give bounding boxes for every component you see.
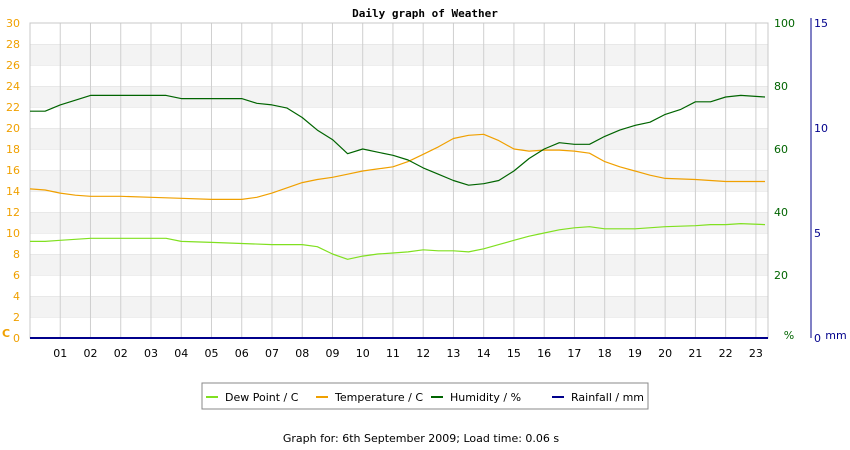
x-tick-label: 23 — [749, 347, 763, 360]
chart-title: Daily graph of Weather — [352, 7, 498, 20]
humidity-line — [30, 94, 766, 186]
left-tick-label: 26 — [6, 59, 20, 72]
left-tick-label: 12 — [6, 206, 20, 219]
grid-band — [30, 317, 768, 338]
x-tick-label: 08 — [295, 347, 309, 360]
x-tick-label: 21 — [688, 347, 702, 360]
rain-axis-ticks: 0 5 10 15 — [814, 17, 828, 345]
left-axis-unit: C — [2, 327, 10, 340]
humidity-tick-label: 80 — [774, 80, 788, 93]
left-tick-label: 22 — [6, 101, 20, 114]
left-tick-label: 18 — [6, 143, 20, 156]
humidity-axis-ticks: 20 40 60 80 100 — [774, 17, 795, 282]
x-tick-label: 04 — [174, 347, 188, 360]
rain-tick-label: 5 — [814, 227, 821, 240]
left-tick-label: 4 — [13, 290, 20, 303]
legend-label: Temperature / C — [334, 391, 423, 404]
x-tick-label: 11 — [386, 347, 400, 360]
grid-band — [30, 107, 768, 128]
rain-tick-label: 10 — [814, 122, 828, 135]
x-tick-label: 12 — [416, 347, 430, 360]
x-tick-label: 19 — [628, 347, 642, 360]
grid-band — [30, 212, 768, 233]
x-tick-label: 01 — [53, 347, 67, 360]
x-tick-label: 07 — [265, 347, 279, 360]
x-tick-label: 15 — [507, 347, 521, 360]
x-tick-label: 03 — [144, 347, 158, 360]
left-tick-label: 24 — [6, 80, 20, 93]
plot-background — [30, 22, 768, 338]
x-gridlines — [59, 23, 757, 338]
grid-band — [30, 86, 768, 107]
dew-point-line — [30, 223, 766, 260]
legend-label: Humidity / % — [450, 391, 521, 404]
x-tick-label: 09 — [325, 347, 339, 360]
x-tick-label: 10 — [356, 347, 370, 360]
left-tick-label: 0 — [13, 332, 20, 345]
chart-footer: Graph for: 6th September 2009; Load time… — [283, 432, 560, 445]
grid-band — [30, 254, 768, 275]
x-axis-ticks: 01 02 02 03 04 05 06 07 08 09 10 11 12 13 14 15 16 17 18 19… — [53, 347, 763, 360]
left-tick-label: 2 — [13, 311, 20, 324]
x-tick-label: 16 — [537, 347, 551, 360]
grid-band — [30, 233, 768, 254]
x-tick-label: 02 — [114, 347, 128, 360]
grid-band — [30, 128, 768, 149]
x-tick-label: 05 — [204, 347, 218, 360]
left-tick-label: 16 — [6, 164, 20, 177]
x-tick-label: 22 — [719, 347, 733, 360]
rain-tick-label: 0 — [814, 332, 821, 345]
left-tick-label: 6 — [13, 269, 20, 282]
left-tick-label: 8 — [13, 248, 20, 261]
x-tick-label: 20 — [658, 347, 672, 360]
grid-band — [30, 65, 768, 86]
legend: Dew Point / C Temperature / C Humidity / %… — [206, 391, 644, 404]
humidity-tick-label: 40 — [774, 206, 788, 219]
grid-band — [30, 149, 768, 170]
left-tick-label: 14 — [6, 185, 20, 198]
humidity-tick-label: 100 — [774, 17, 795, 30]
x-tick-label: 14 — [477, 347, 491, 360]
humidity-tick-label: 60 — [774, 143, 788, 156]
left-tick-label: 10 — [6, 227, 20, 240]
x-tick-label: 18 — [598, 347, 612, 360]
left-tick-label: 30 — [6, 17, 20, 30]
temperature-line — [29, 133, 765, 200]
rain-tick-label: 15 — [814, 17, 828, 30]
humidity-tick-label: 20 — [774, 269, 788, 282]
x-tick-label: 06 — [235, 347, 249, 360]
left-tick-label: 28 — [6, 38, 20, 51]
left-tick-label: 20 — [6, 122, 20, 135]
grid-band — [30, 296, 768, 317]
x-tick-label: 13 — [446, 347, 460, 360]
x-tick-label: 17 — [567, 347, 581, 360]
grid-band — [30, 23, 768, 44]
humidity-axis-unit: % — [784, 329, 794, 342]
grid-band — [30, 275, 768, 296]
grid-band — [30, 44, 768, 65]
legend-label: Rainfall / mm — [571, 391, 644, 404]
x-tick-label: 02 — [83, 347, 97, 360]
legend-label: Dew Point / C — [225, 391, 299, 404]
rain-axis-unit: mm — [825, 329, 846, 342]
grid-band — [30, 191, 768, 212]
grid-band — [30, 170, 768, 191]
legend-box — [201, 382, 649, 410]
